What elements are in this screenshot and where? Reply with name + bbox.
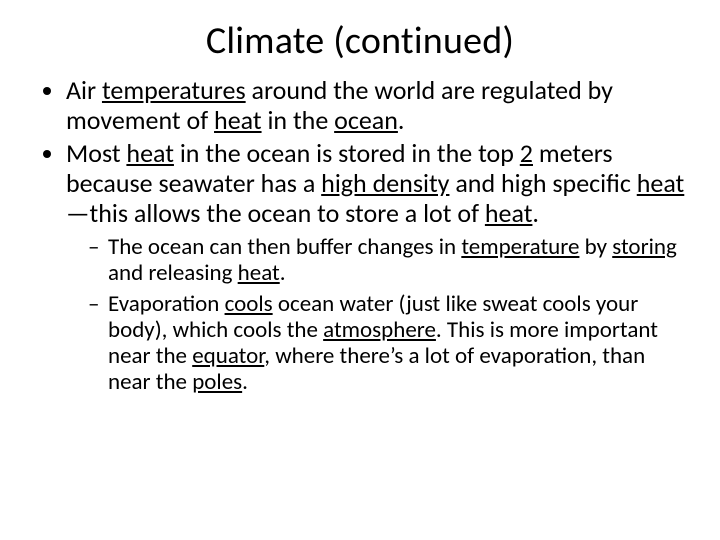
text-run: Most — [66, 137, 126, 169]
text-run: —this allows the ocean to store a lot of — [66, 197, 485, 229]
bullet-list-level2: The ocean can then buffer changes in tem… — [66, 234, 690, 395]
underlined-text: heat — [485, 197, 533, 229]
underlined-text: ocean — [334, 104, 398, 136]
text-run: in the ocean is stored in the top — [174, 137, 520, 169]
text-run: . — [532, 197, 539, 229]
slide-title: Climate (continued) — [30, 18, 690, 64]
underlined-text: temperatures — [102, 74, 246, 106]
underlined-text: poles — [192, 368, 242, 396]
bullet-item: Most heat in the ocean is stored in the … — [66, 139, 690, 395]
underlined-text: heat — [637, 167, 685, 199]
text-run: The ocean can then buffer changes in — [108, 233, 461, 261]
sub-bullet-item: The ocean can then buffer changes in tem… — [88, 234, 690, 286]
bullet-list-level1: Air temperatures around the world are re… — [30, 76, 690, 395]
text-run: in the — [262, 104, 335, 136]
underlined-text: heat — [214, 104, 262, 136]
text-run: . — [242, 368, 248, 396]
underlined-text: high density — [321, 167, 449, 199]
text-run: and releasing — [108, 259, 238, 287]
underlined-text: 2 — [520, 137, 533, 169]
text-run: . — [398, 104, 405, 136]
text-run: Evaporation — [108, 290, 225, 318]
text-run: by — [579, 233, 612, 261]
underlined-text: heat — [238, 259, 280, 287]
text-run: . — [280, 259, 286, 287]
bullet-item: Air temperatures around the world are re… — [66, 76, 690, 135]
underlined-text: cools — [225, 290, 273, 318]
slide: Climate (continued) Air temperatures aro… — [0, 0, 720, 540]
underlined-text: equator — [192, 342, 264, 370]
text-run: and high specific — [449, 167, 636, 199]
underlined-text: heat — [126, 137, 174, 169]
text-run: Air — [66, 74, 102, 106]
underlined-text: atmosphere — [323, 316, 436, 344]
underlined-text: storing — [612, 233, 677, 261]
sub-bullet-item: Evaporation cools ocean water (just like… — [88, 291, 690, 396]
underlined-text: temperature — [461, 233, 579, 261]
